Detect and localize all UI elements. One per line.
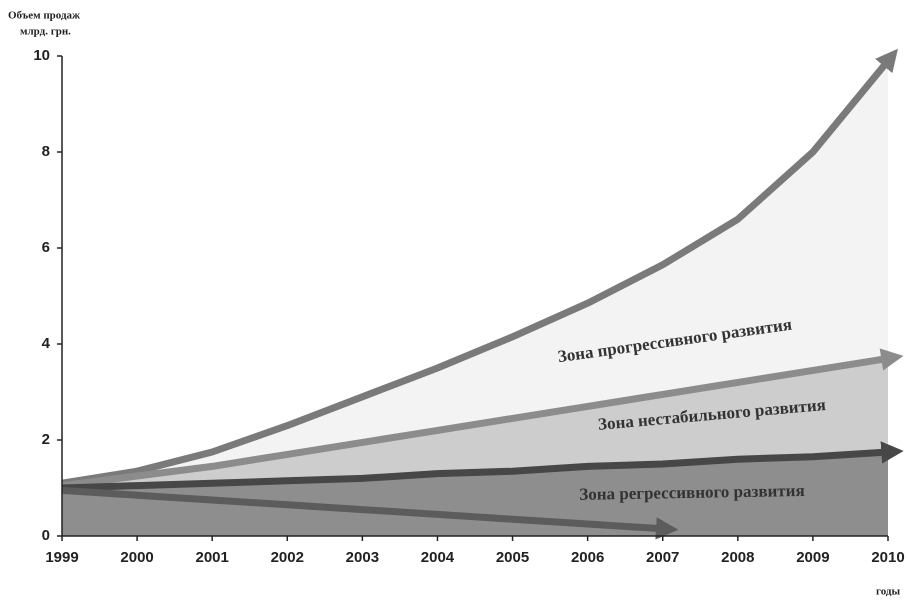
y-tick-label: 4	[42, 335, 51, 352]
x-tick-label: 2003	[346, 549, 379, 566]
y-tick-label: 10	[33, 47, 50, 64]
arrow-line	[61, 48, 898, 487]
x-tick-label: 2000	[120, 549, 153, 566]
y-axis-label: млрд. грн.	[20, 26, 71, 38]
y-tick-label: 6	[42, 239, 50, 256]
arrow-line	[61, 486, 679, 540]
x-tick-label: 2001	[195, 549, 228, 566]
zone-fill	[62, 60, 888, 486]
arrow-line	[61, 348, 904, 490]
x-tick-label: 2009	[796, 549, 829, 566]
x-tick-label: 1999	[45, 549, 78, 566]
y-axis-label: Объем продаж	[8, 10, 80, 22]
x-tick-label: 2006	[571, 549, 604, 566]
x-axis-label: годы	[876, 586, 900, 598]
arrow-line	[61, 441, 904, 492]
x-tick-label: 2007	[646, 549, 679, 566]
x-tick-label: 2010	[871, 549, 904, 566]
zone-fill	[62, 452, 888, 536]
zone-fill	[62, 358, 888, 488]
zone-label: Зона регрессивного развития	[579, 481, 805, 504]
x-tick-label: 2005	[496, 549, 529, 566]
y-tick-label: 8	[42, 143, 50, 160]
y-tick-label: 0	[42, 527, 50, 544]
y-tick-label: 2	[42, 431, 50, 448]
x-tick-label: 2008	[721, 549, 754, 566]
x-tick-label: 2004	[421, 549, 455, 566]
x-tick-label: 2002	[271, 549, 304, 566]
